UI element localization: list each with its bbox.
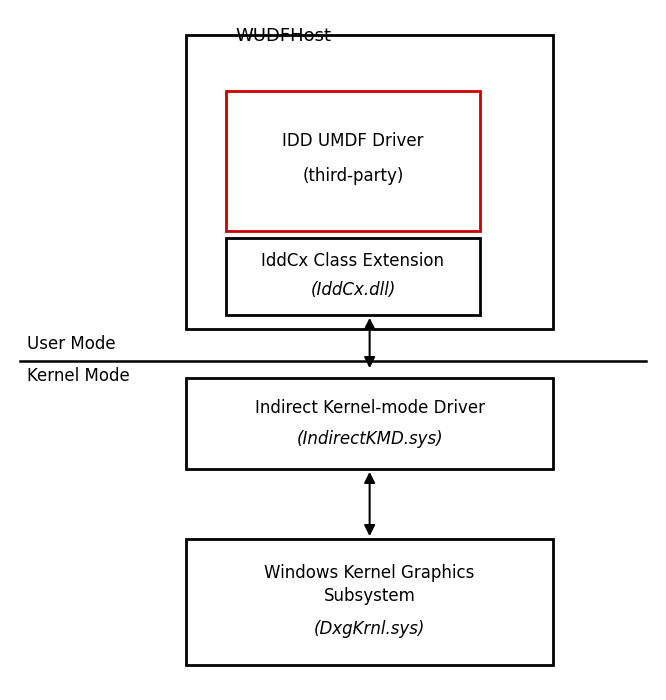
Text: IddCx Class Extension: IddCx Class Extension: [262, 252, 444, 270]
Text: IDD UMDF Driver: IDD UMDF Driver: [282, 132, 424, 150]
Bar: [186, 539, 553, 665]
Bar: [226, 238, 480, 315]
Bar: [186, 35, 553, 329]
Text: User Mode: User Mode: [27, 335, 115, 353]
Text: WUDFHost: WUDFHost: [235, 27, 331, 45]
Text: (IndirectKMD.sys): (IndirectKMD.sys): [296, 430, 443, 448]
Text: Subsystem: Subsystem: [324, 587, 416, 606]
Bar: [226, 91, 480, 231]
Text: Indirect Kernel-mode Driver: Indirect Kernel-mode Driver: [254, 399, 485, 417]
Bar: [186, 378, 553, 469]
Text: Kernel Mode: Kernel Mode: [27, 367, 129, 385]
Text: Windows Kernel Graphics: Windows Kernel Graphics: [264, 564, 475, 582]
Text: (IddCx.dll): (IddCx.dll): [310, 281, 396, 300]
Text: (DxgKrnl.sys): (DxgKrnl.sys): [314, 620, 426, 638]
Text: (third-party): (third-party): [302, 167, 404, 186]
